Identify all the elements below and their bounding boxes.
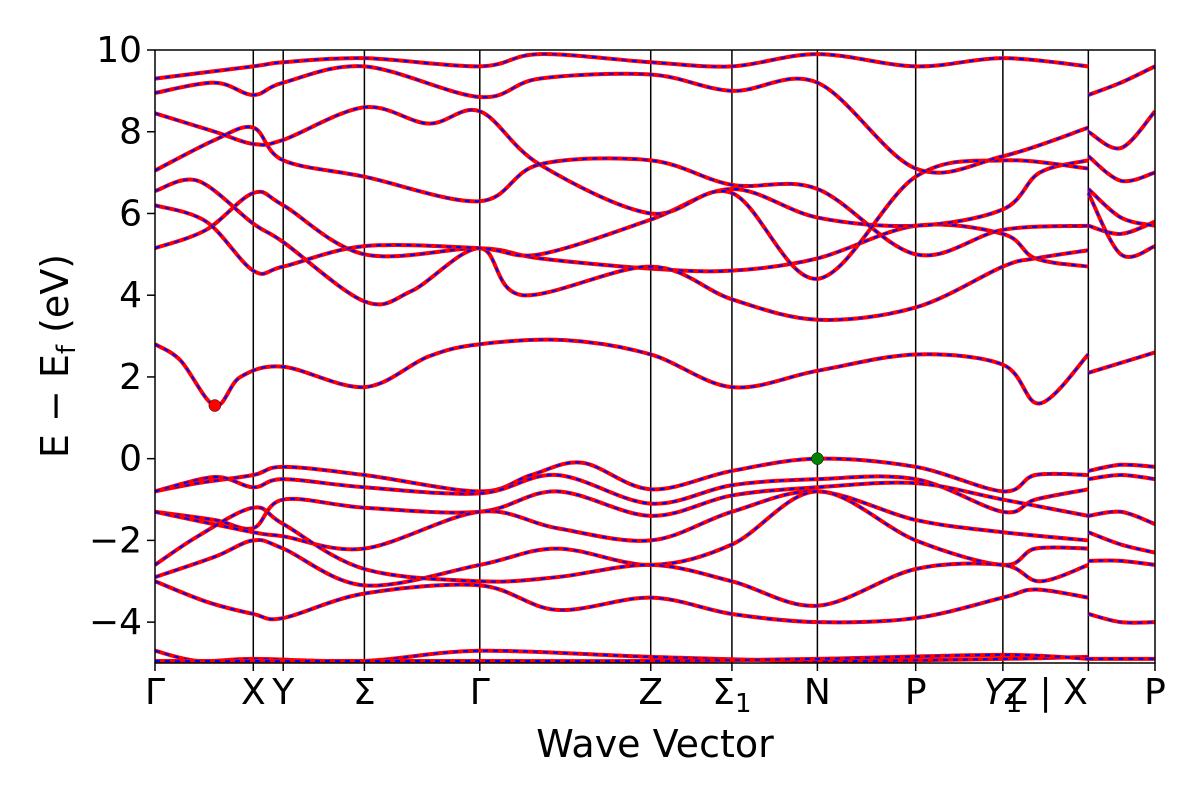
x-tick-label: Σ (353, 672, 376, 713)
y-tick-label: 10 (96, 30, 142, 71)
x-tick-label: Z | X (1003, 672, 1087, 713)
band-line-dashed-11 (1087, 110, 1155, 150)
y-axis-title: E − Ef (eV) (33, 254, 82, 458)
x-axis-title: Wave Vector (536, 722, 774, 766)
x-tick-label: Y1 (984, 672, 1023, 719)
vbm-marker (811, 452, 824, 465)
band-line-0 (155, 337, 1090, 408)
x-tick-label: Z (638, 672, 663, 713)
band-line-5 (1086, 192, 1155, 259)
band-line-19 (155, 480, 1089, 531)
band-line-dashed-28 (155, 649, 1089, 663)
band-line-dashed-8 (155, 125, 1089, 257)
band-line-dashed-13 (1087, 65, 1155, 96)
x-tick-label: Σ1 (712, 672, 751, 719)
y-tick-label: 6 (119, 193, 142, 234)
x-tick-label: Y (271, 672, 295, 713)
band-line-dashed-21 (155, 490, 1089, 551)
band-line-dashed-17 (155, 474, 1089, 514)
band-extrema-markers (208, 399, 824, 465)
band-line-dashed-23 (155, 490, 1089, 587)
band-line-9 (1087, 154, 1155, 184)
band-line-dashed-10 (155, 106, 1089, 280)
band-lines (155, 52, 1155, 663)
y-tick-label: −2 (89, 520, 142, 561)
band-line-dashed-6 (155, 159, 1089, 275)
band-line-11 (1087, 109, 1155, 151)
band-line-14 (155, 52, 1089, 81)
cbm-marker (208, 399, 222, 412)
band-line-dashed-4 (155, 178, 1089, 321)
x-tick-label: N (804, 672, 831, 713)
band-line-dashed-7 (1087, 188, 1155, 227)
band-line-6 (155, 158, 1089, 276)
x-tick-label: P (905, 672, 927, 713)
band-line-dashed-18 (1088, 474, 1155, 481)
x-tick-label: Γ (145, 672, 165, 713)
band-line-dashed-22 (1087, 531, 1155, 554)
y-axis-ticks: −4 −2 0 2 4 6 8 10 (89, 30, 155, 643)
band-line-8 (155, 124, 1089, 258)
x-tick-label: Γ (470, 672, 490, 713)
band-line-dashed-9 (1087, 155, 1155, 183)
band-line-dashed-2 (155, 190, 1089, 273)
x-tick-label: X (241, 672, 266, 713)
plot-frame (154, 49, 1156, 664)
band-line-29 (155, 652, 1089, 663)
band-line-dashed-27 (1088, 612, 1155, 624)
x-axis-ticks: Γ X Y Σ Γ Z Σ1 N P Y1Z | X P (145, 663, 1166, 719)
band-line-dashed-16 (1088, 463, 1155, 472)
band-line-7 (1086, 187, 1155, 228)
y-tick-label: 4 (119, 275, 142, 316)
band-line-26 (155, 579, 1089, 625)
band-line-dashed-0 (155, 338, 1090, 407)
band-line-dashed-24 (1088, 559, 1155, 566)
y-tick-label: 8 (119, 112, 142, 153)
band-line-dashed-1 (1088, 351, 1155, 374)
x-tick-label: P (1144, 672, 1166, 713)
band-line-dashed-20 (1088, 510, 1155, 525)
y-tick-label: 2 (119, 357, 142, 398)
band-line-dashed-25 (155, 506, 1089, 607)
y-tick-label: 0 (119, 439, 142, 480)
y-tick-label: −4 (89, 602, 142, 643)
band-line-dashed-12 (155, 65, 1089, 174)
band-line-dashed-26 (155, 580, 1089, 624)
band-line-dashed-15 (155, 457, 1089, 493)
band-line-dashed-19 (155, 481, 1089, 530)
